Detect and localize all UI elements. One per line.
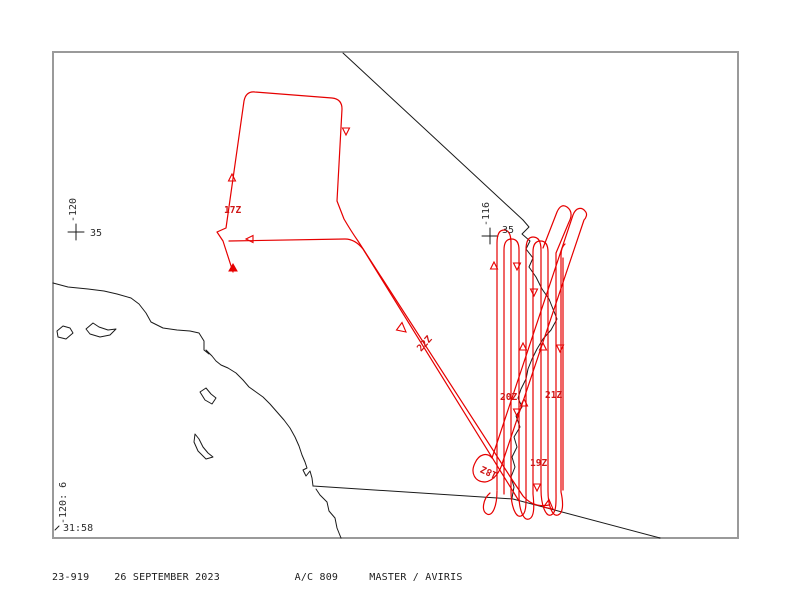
flight-track-layer <box>216 91 588 520</box>
track-survey-serpentine-a <box>496 205 572 517</box>
graticule-labels: -120 35 -116 35 -120: 6 31:58 <box>58 198 514 534</box>
track-return-transit <box>228 238 520 502</box>
caption-block: 23-919 26 SEPTEMBER 2023 A/C 809 MASTER … <box>52 543 587 612</box>
track-cross-line-with-loop <box>472 207 588 483</box>
track-endpoint-marker-icon <box>228 262 238 272</box>
colorado-river-border <box>510 219 558 499</box>
time-label-21z: 21Z <box>545 390 562 401</box>
island-san-miguel <box>56 325 74 340</box>
baja-coastline <box>315 488 342 539</box>
graticule-cross-central-icon <box>481 227 499 245</box>
caption-line-flight-info: 23-919 26 SEPTEMBER 2023 A/C 809 MASTER … <box>52 572 463 583</box>
time-label-19z: 19Z <box>530 458 547 469</box>
island-san-clemente <box>193 433 214 460</box>
time-tick-arrow-left-icon <box>244 234 254 244</box>
corner-tick-icon <box>54 525 60 531</box>
lat-label-west: 35 <box>90 228 102 239</box>
map-frame <box>52 51 739 539</box>
time-tick-arrows-diagonal-icon <box>395 321 554 510</box>
border-us-mexico <box>312 485 514 500</box>
graticule-cross-west-icon <box>67 223 85 241</box>
time-label-20z: 20Z <box>500 392 517 403</box>
basemap-layer <box>52 52 661 539</box>
corner-lon-label: -120: 6 <box>58 482 69 524</box>
time-label-17z: 17Z <box>224 205 241 216</box>
time-tick-arrows-down-icon <box>341 127 565 493</box>
corner-lat-label: 31:58 <box>63 523 93 534</box>
time-labels: 17Z 22Z 20Z 21Z 19Z 18Z <box>224 205 562 480</box>
island-santa-rosa-cruz <box>85 322 117 338</box>
island-catalina <box>199 387 217 405</box>
lon-label-central: -116 <box>481 202 492 226</box>
lat-label-central: 35 <box>502 225 514 236</box>
coastline <box>52 282 314 487</box>
state-border-ca-nv <box>342 52 524 221</box>
track-bottom-left-turn-loop <box>482 490 498 516</box>
track-box-and-outbound-transit <box>216 91 550 507</box>
track-survey-serpentine-b <box>503 238 566 520</box>
lon-label-west: -120 <box>68 198 79 222</box>
time-label-18z: 18Z <box>479 463 499 480</box>
time-label-22z: 22Z <box>415 334 435 354</box>
time-tick-arrows-up-icon <box>227 172 548 407</box>
